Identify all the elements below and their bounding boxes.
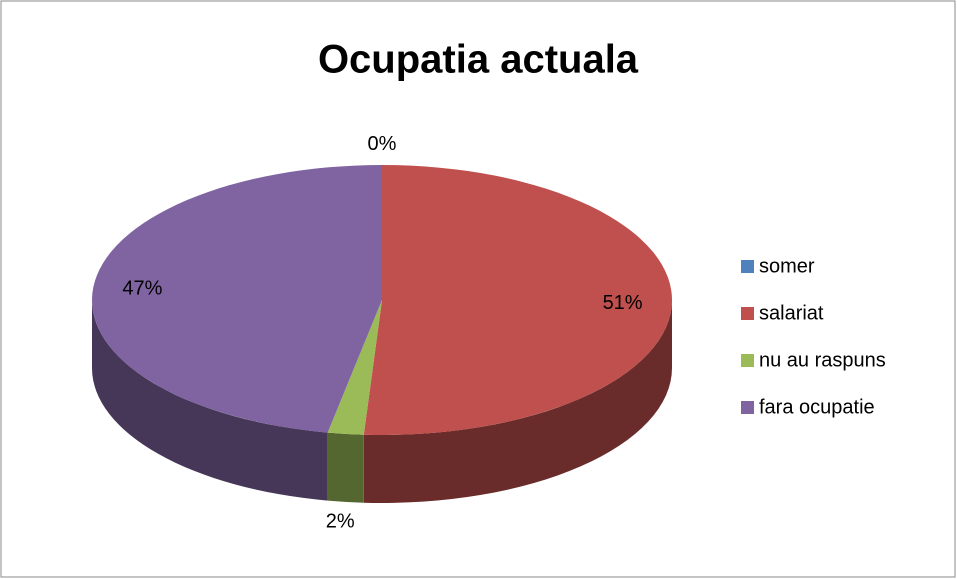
data-label: 0%	[368, 133, 397, 155]
data-label: 2%	[326, 510, 355, 532]
legend-label: fara ocupatie	[759, 396, 875, 418]
slice-side	[91, 300, 328, 501]
legend-label: salariat	[759, 302, 824, 324]
slice	[363, 165, 673, 435]
legend-label: nu au raspuns	[759, 349, 886, 371]
legend-label: somer	[759, 255, 815, 277]
slice-side	[327, 432, 364, 503]
slice	[92, 165, 382, 433]
legend-swatch	[741, 260, 754, 273]
slice-side	[363, 300, 672, 503]
data-label: 47%	[122, 278, 162, 300]
chart-title: Ocupatia actuala	[318, 38, 639, 82]
legend-swatch	[741, 307, 754, 320]
slice	[327, 300, 382, 435]
legend-swatch	[741, 401, 754, 414]
data-label: 51%	[603, 292, 643, 314]
legend-swatch	[741, 354, 754, 367]
